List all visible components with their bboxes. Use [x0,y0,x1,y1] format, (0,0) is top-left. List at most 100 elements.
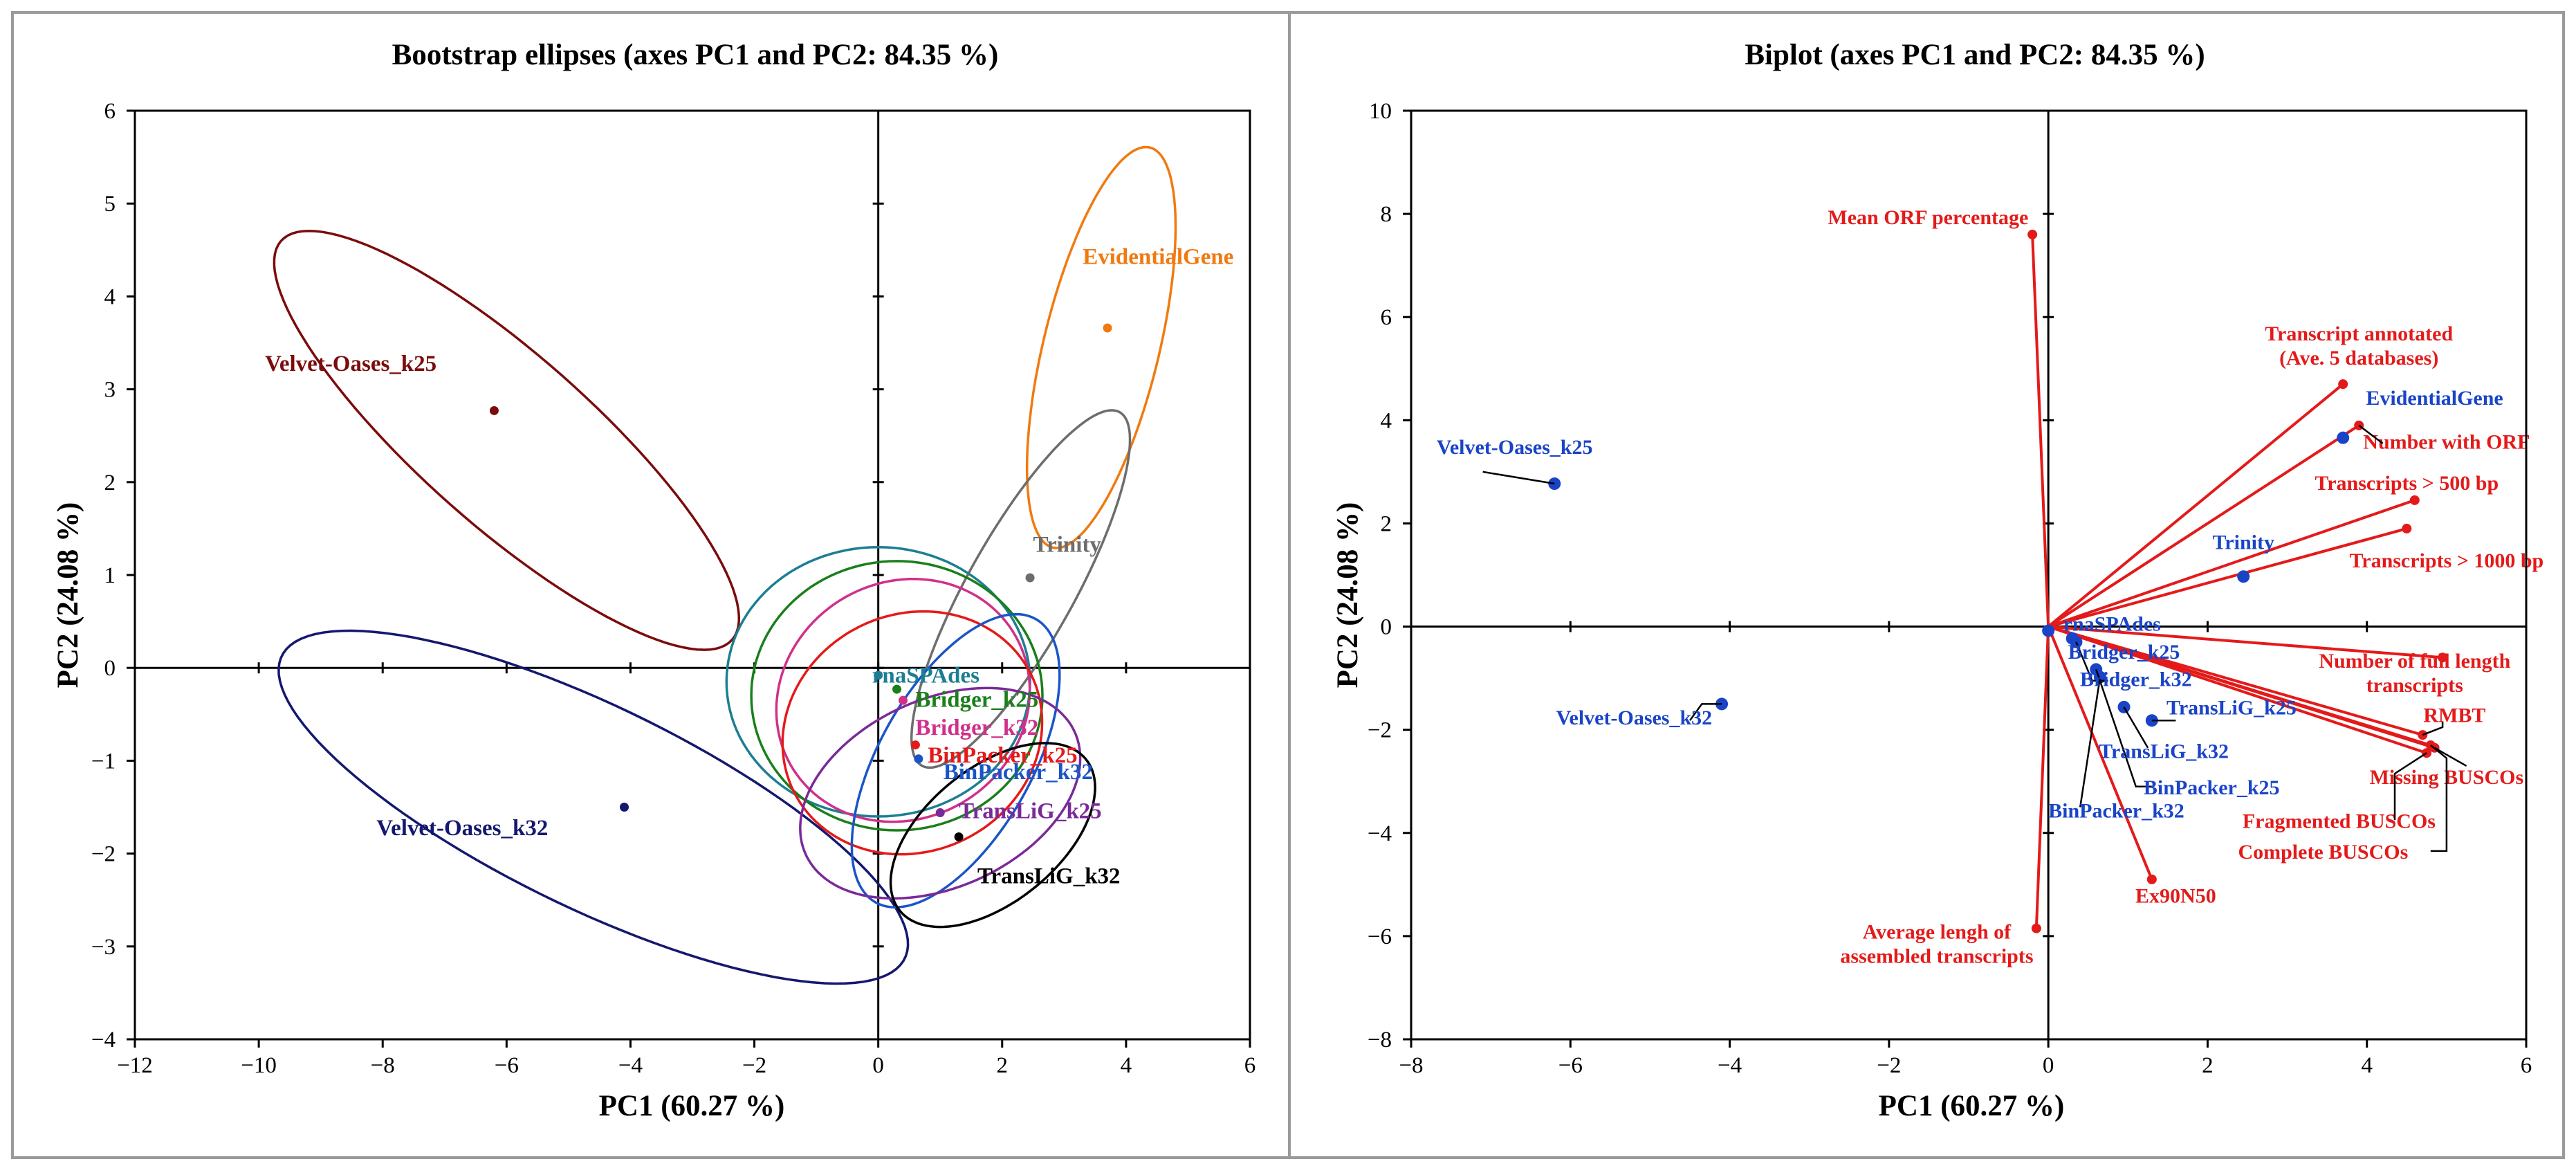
variable-label-average-lengh-of-assembled-transcripts: Average lengh of [1863,921,2012,944]
variable-label-average-lengh-of-assembled-transcripts: assembled transcripts [1840,945,2033,968]
vector-ex90n50 [2047,626,2153,880]
leader-line [2095,668,2152,787]
y-tick-label: 10 [1369,99,1392,124]
y-tick-label: 0 [104,656,116,681]
variable-label-number-of-full-length-transcripts: Number of full length [2319,650,2510,673]
vector-number-with-orf [2048,424,2360,628]
x-tick-label: 0 [2043,1053,2054,1078]
vector-tip-number-of-full-length-transcripts [2438,653,2448,663]
observation-translig-k25 [2117,700,2131,713]
variable-label-rmbt: RMBT [2423,704,2485,727]
variable-label-number-with-orf: Number with ORF [2363,430,2530,453]
observation-label-binpacker-k25: BinPacker_k25 [2144,776,2280,799]
point-binpacker-k25 [910,740,920,750]
y-axis-title: PC2 (24.08 %) [1332,502,1364,688]
vector-tip-transcript-annotated-ave-5-databases [2338,379,2348,390]
leader-line [1689,703,1722,721]
vector-tip-mean-orf-percentage [2027,229,2038,239]
y-tick-label: 1 [104,563,116,588]
observation-label-evidentialgene: EvidentialGene [2366,387,2503,410]
ellipse-bridger-k25 [750,560,1044,832]
y-tick-label: 5 [104,192,116,217]
y-tick-label: 0 [1381,615,1392,640]
variable-label-transcripts-500-bp: Transcripts > 500 bp [2315,472,2499,495]
point-label-trinity: Trinity [1033,532,1102,557]
vector-fragmented-buscos [2048,625,2427,755]
y-tick-label: −8 [1368,1028,1392,1052]
x-tick-label: 2 [2202,1053,2214,1078]
vector-mean-orf-percentage [2031,234,2050,627]
leader-line [2422,722,2444,736]
x-tick-label: −6 [1558,1053,1583,1078]
vector-tip-transcripts-500-bp [2409,495,2420,505]
ellipse-rnaspades [725,545,1031,818]
x-tick-label: −6 [495,1053,519,1078]
x-tick-label: −8 [371,1053,395,1078]
ellipse-bridger-k32 [775,578,1031,823]
y-tick-label: −1 [91,749,116,774]
variable-label-complete-buscos: Complete BUSCOs [2238,841,2408,864]
observation-label-translig-k25: TransLiG_k25 [2166,696,2297,719]
vector-transcripts-1000-bp [2048,527,2407,628]
point-velvet-oases-k25 [489,405,499,415]
point-bridger-k32 [898,695,908,705]
bootstrap-ellipses-chart: Bootstrap ellipses (axes PC1 and PC2: 84… [52,39,1255,1122]
x-tick-label: −2 [742,1053,766,1078]
y-axis-title: PC2 (24.08 %) [52,502,84,688]
variable-label-ex90n50: Ex90N50 [2135,884,2216,907]
ellipse-translig-k32 [889,742,1096,929]
leader-line [2434,747,2467,767]
leader-line [2079,677,2101,807]
x-tick-label: −8 [1399,1053,1423,1078]
y-tick-label: 6 [1381,305,1392,330]
ellipse-evidentialgene [1025,145,1177,549]
x-tick-label: −10 [241,1053,277,1078]
x-tick-label: −12 [117,1053,153,1078]
y-tick-label: −4 [1368,821,1392,846]
point-label-velvet-oases-k25: Velvet-Oases_k25 [265,352,436,376]
right-panel-frame [1288,11,2565,1159]
point-label-binpacker-k32: BinPacker_k32 [944,760,1093,785]
vector-transcripts-500-bp [2048,499,2416,628]
observation-label-bridger-k25: Bridger_k25 [2068,641,2180,664]
plot-area [134,109,1251,1041]
variable-label-fragmented-buscos: Fragmented BUSCOs [2243,810,2436,832]
y-tick-label: 2 [1381,511,1392,536]
x-tick-label: 0 [872,1053,884,1078]
point-velvet-oases-k32 [619,803,629,812]
x-tick-label: 6 [1244,1053,1256,1078]
chart-title: Biplot (axes PC1 and PC2: 84.35 %) [1745,39,2205,71]
observation-evidentialgene [2337,431,2350,444]
y-tick-label: 4 [1381,408,1392,433]
vector-tip-average-lengh-of-assembled-transcripts [2031,923,2041,933]
y-tick-label: 8 [1381,202,1392,227]
y-tick-label: −3 [91,935,116,960]
ellipse-binpacker-k32 [850,612,1061,909]
point-translig-k25 [935,808,945,818]
point-label-bridger-k25: Bridger_k25 [915,688,1038,713]
x-tick-label: −2 [1877,1053,1901,1078]
leader-line [2358,424,2384,444]
point-labels: Velvet-Oases_k25 EvidentialGene Trinity rna… [265,244,1233,888]
point-evidentialgene [1103,323,1112,333]
vector-tip-transcripts-1000-bp [2402,523,2412,533]
y-tick-label: 4 [104,284,116,309]
point-label-translig-k25: TransLiG_k25 [959,799,1102,824]
y-tick-label: −4 [91,1028,116,1052]
x-axis-title: PC1 (60.27 %) [599,1090,785,1122]
observation-label-rnaspades: rnaSPAdes [2063,613,2161,636]
ellipse-translig-k25 [799,686,1082,900]
x-tick-label: 4 [2361,1053,2373,1078]
point-label-evidentialgene: EvidentialGene [1083,244,1233,269]
labels: Mean ORF percentage Transcript annotated(… [1437,206,2543,968]
y-tick-label: 6 [104,99,116,124]
leader-line [2123,706,2149,749]
observation-label-trinity: Trinity [2213,531,2274,554]
y-tick-label: 2 [104,471,116,495]
ellipse-velvet-oases-k32 [277,629,910,985]
observation-label-bridger-k32: Bridger_k32 [2080,668,2192,691]
y-tick-label: −6 [1368,924,1392,949]
variable-label-transcript-annotated-ave-5-databases: Transcript annotated [2265,322,2453,345]
observation-label-binpacker-k32: BinPacker_k32 [2048,799,2184,822]
